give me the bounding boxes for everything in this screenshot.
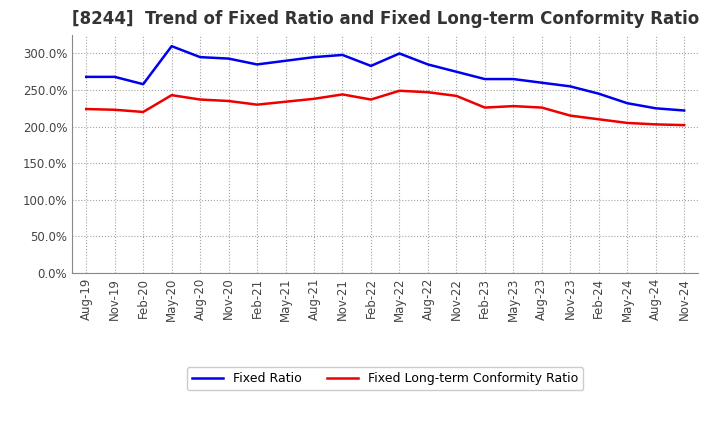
- Fixed Long-term Conformity Ratio: [623, 120, 631, 125]
- Legend: Fixed Ratio, Fixed Long-term Conformity Ratio: Fixed Ratio, Fixed Long-term Conformity …: [187, 367, 583, 390]
- Fixed Long-term Conformity Ratio: [110, 107, 119, 112]
- Fixed Long-term Conformity Ratio: [423, 90, 432, 95]
- Fixed Long-term Conformity Ratio: [452, 93, 461, 99]
- Fixed Long-term Conformity Ratio: [366, 97, 375, 102]
- Fixed Ratio: [139, 81, 148, 87]
- Fixed Long-term Conformity Ratio: [282, 99, 290, 104]
- Fixed Ratio: [652, 106, 660, 111]
- Fixed Ratio: [110, 74, 119, 80]
- Fixed Ratio: [310, 55, 318, 60]
- Fixed Ratio: [196, 55, 204, 60]
- Fixed Ratio: [395, 51, 404, 56]
- Fixed Long-term Conformity Ratio: [225, 99, 233, 104]
- Fixed Long-term Conformity Ratio: [395, 88, 404, 93]
- Fixed Long-term Conformity Ratio: [253, 102, 261, 107]
- Fixed Ratio: [338, 52, 347, 58]
- Fixed Long-term Conformity Ratio: [680, 122, 688, 128]
- Fixed Ratio: [623, 101, 631, 106]
- Fixed Long-term Conformity Ratio: [480, 105, 489, 110]
- Fixed Long-term Conformity Ratio: [82, 106, 91, 112]
- Line: Fixed Long-term Conformity Ratio: Fixed Long-term Conformity Ratio: [86, 91, 684, 125]
- Fixed Long-term Conformity Ratio: [310, 96, 318, 102]
- Fixed Long-term Conformity Ratio: [167, 92, 176, 98]
- Fixed Ratio: [82, 74, 91, 80]
- Fixed Ratio: [282, 58, 290, 63]
- Fixed Long-term Conformity Ratio: [537, 105, 546, 110]
- Fixed Long-term Conformity Ratio: [652, 122, 660, 127]
- Fixed Ratio: [537, 80, 546, 85]
- Fixed Long-term Conformity Ratio: [139, 109, 148, 114]
- Fixed Ratio: [423, 62, 432, 67]
- Fixed Long-term Conformity Ratio: [595, 117, 603, 122]
- Fixed Ratio: [680, 108, 688, 113]
- Line: Fixed Ratio: Fixed Ratio: [86, 46, 684, 110]
- Fixed Ratio: [480, 77, 489, 82]
- Fixed Ratio: [566, 84, 575, 89]
- Fixed Long-term Conformity Ratio: [566, 113, 575, 118]
- Fixed Ratio: [595, 91, 603, 96]
- Fixed Long-term Conformity Ratio: [509, 103, 518, 109]
- Fixed Ratio: [225, 56, 233, 61]
- Fixed Ratio: [167, 44, 176, 49]
- Fixed Ratio: [509, 77, 518, 82]
- Fixed Long-term Conformity Ratio: [196, 97, 204, 102]
- Fixed Ratio: [366, 63, 375, 69]
- Fixed Long-term Conformity Ratio: [338, 92, 347, 97]
- Fixed Ratio: [452, 69, 461, 74]
- Title: [8244]  Trend of Fixed Ratio and Fixed Long-term Conformity Ratio: [8244] Trend of Fixed Ratio and Fixed Lo…: [71, 10, 699, 28]
- Fixed Ratio: [253, 62, 261, 67]
